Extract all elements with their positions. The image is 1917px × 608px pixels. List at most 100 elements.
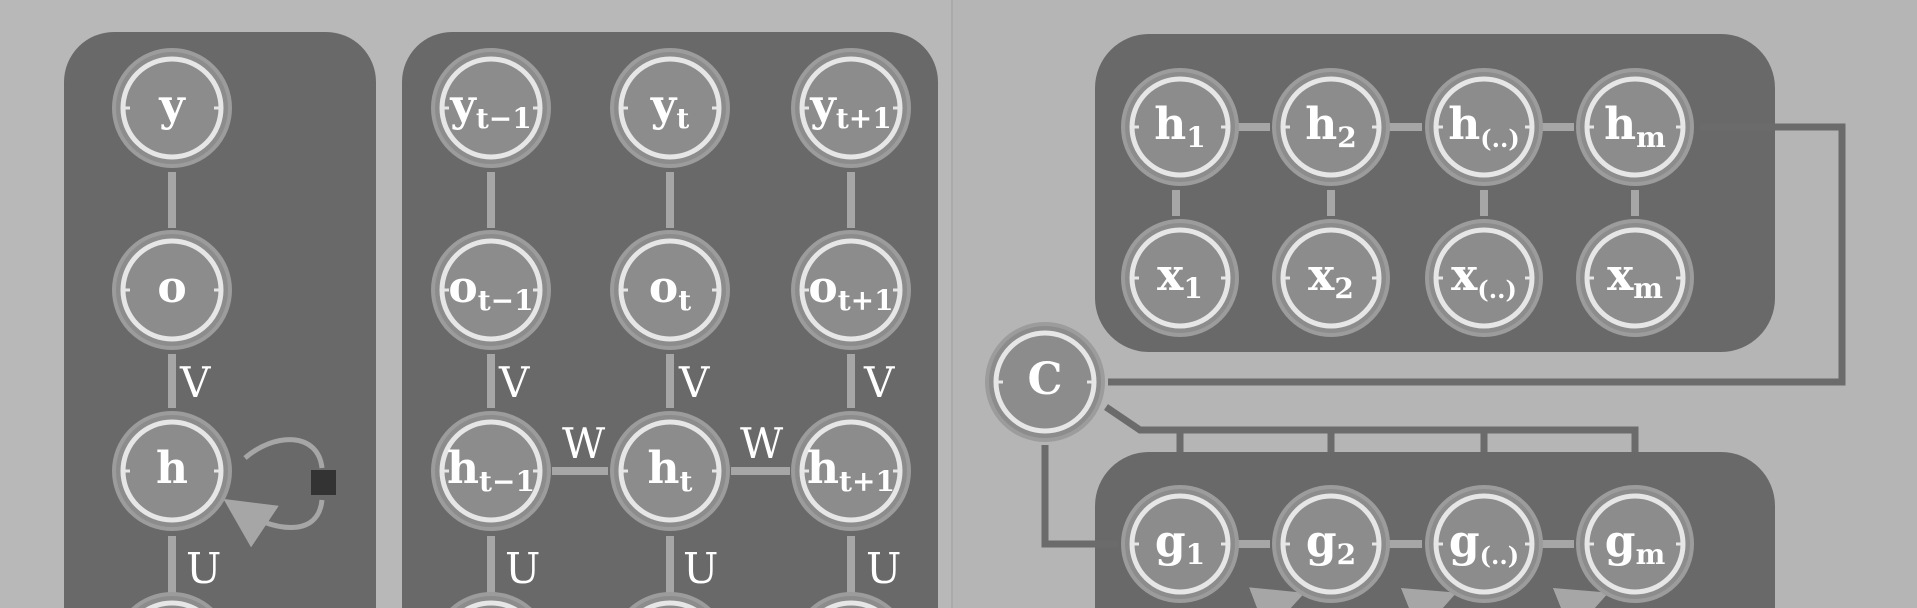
decoder-g-1-circle: [1272, 485, 1390, 603]
context-node-c-label: C: [1027, 354, 1062, 405]
unfolded-node-y-1-subscript: t: [676, 102, 689, 135]
label-u-folded: U: [186, 544, 221, 593]
unfolded-node-o-2-circle: [791, 230, 911, 350]
label-w-2: W: [740, 419, 784, 468]
context-node-c-symbol: C: [1027, 354, 1062, 405]
encoder-h-3-circle: [1576, 68, 1694, 186]
unfolded-node-o-1: ot: [610, 230, 730, 350]
unfolded-node-x-0: [450, 592, 532, 608]
unfolded-node-o-0-symbol: o: [448, 262, 477, 313]
unfolded-node-y-1-label: yt: [650, 80, 690, 135]
label-v-folded: V: [179, 358, 211, 407]
context-to-g1-line: [1041, 445, 1118, 548]
label-v-3: V: [863, 358, 895, 407]
encoder-h-2-label: h(..): [1448, 99, 1519, 153]
recurrent-loop-bottom: [223, 498, 325, 548]
unfolded-node-o-2-label: ot+1: [808, 262, 893, 317]
unfolded-node-h-1-subscript: t: [680, 465, 693, 498]
folded-node-h: h: [112, 411, 232, 531]
unfolded-node-h-1-symbol: h: [648, 443, 680, 494]
encoder-h-1-circle: [1272, 68, 1390, 186]
encoder-x-1-symbol: x: [1308, 250, 1335, 301]
context-to-decoder-bus: [1104, 404, 1639, 452]
unfolded-node-y-1-circle: [610, 48, 730, 168]
unfolded-node-o-0-label: ot−1: [448, 262, 533, 317]
encoder-h-2-circle: [1425, 68, 1543, 186]
unfolded-node-y-1: yt: [610, 48, 730, 168]
unfolded-node-y-2-symbol: y: [809, 80, 837, 131]
unfolded-node-o-1-circle: [610, 230, 730, 350]
unfolded-node-o-1-label: ot: [649, 262, 691, 317]
folded-node-y-label: y: [158, 80, 186, 131]
unfolded-node-x-1-ring: [643, 600, 697, 608]
unfolded-connectors: [487, 172, 855, 600]
folded-node-o-circle: [112, 230, 232, 350]
decoder-g-0: g1: [1121, 485, 1239, 603]
encoder-h-0-symbol: h: [1154, 99, 1186, 150]
decoder-g-2-symbol: g: [1449, 516, 1480, 567]
label-w-1: W: [562, 419, 606, 468]
unfolded-node-h-2-circle: [791, 411, 911, 531]
encoder-x-1-label: x2: [1308, 250, 1354, 305]
encoder-h-0: h1: [1121, 68, 1239, 186]
encoder-h-1: h2: [1272, 68, 1390, 186]
decoder-g-3: gm: [1576, 485, 1694, 603]
encoder-h-2-subscript: (..): [1480, 124, 1519, 153]
unfolded-node-o-1-symbol: o: [649, 262, 678, 313]
unfolded-node-h-2: ht+1: [791, 411, 911, 531]
encoder-x-3-label: xm: [1607, 250, 1663, 305]
decoder-g-3-circle: [1576, 485, 1694, 603]
encoder-x-2-circle: [1425, 219, 1543, 337]
decoder-g-3-label: gm: [1605, 516, 1665, 571]
encoder-x-3-symbol: x: [1607, 250, 1634, 301]
unfolded-node-h-1-circle: [610, 411, 730, 531]
decoder-g-0-circle: [1121, 485, 1239, 603]
delay-square: [311, 470, 336, 495]
encoder-x-1: x2: [1272, 219, 1390, 337]
encoder-x-2: x(..): [1425, 219, 1543, 337]
encoder-x-0-label: x1: [1157, 250, 1203, 305]
unfolded-node-o-2-subscript: t+1: [838, 284, 894, 317]
decoder-g-3-symbol: g: [1605, 516, 1636, 567]
unfolded-node-x-1: [629, 592, 711, 608]
decoder-g-1-label: g2: [1306, 516, 1356, 571]
folded-node-o-label: o: [157, 262, 186, 313]
unfolded-node-o-0: ot−1: [431, 230, 551, 350]
unfolded-node-y-0-subscript: t−1: [476, 102, 532, 135]
unfolded-node-h-0-subscript: t−1: [479, 465, 535, 498]
context-node-c: C: [985, 322, 1105, 442]
unfolded-node-h-0-circle: [431, 411, 551, 531]
unfolded-node-h-0-symbol: h: [447, 443, 479, 494]
unfolded-node-o-0-subscript: t−1: [478, 284, 534, 317]
encoder-x-3-subscript: m: [1633, 272, 1663, 305]
label-v-1: V: [498, 358, 530, 407]
unfolded-node-h-2-label: ht+1: [807, 443, 895, 498]
encoder-h-1-symbol: h: [1305, 99, 1337, 150]
encoder-x-1-subscript: 2: [1334, 272, 1353, 305]
encoder-x-3: xm: [1576, 219, 1694, 337]
encoder-h-2: h(..): [1425, 68, 1543, 186]
unfolded-node-h-1: ht: [610, 411, 730, 531]
encoder-x-3-circle: [1576, 219, 1694, 337]
encoder-x-2-label: x(..): [1451, 250, 1517, 304]
encoder-x-1-circle: [1272, 219, 1390, 337]
unfolded-node-y-0-circle: [431, 48, 551, 168]
encoder-h-1-label: h2: [1305, 99, 1356, 154]
unfolded-node-y-2-label: yt+1: [809, 80, 891, 135]
decoder-g-3-subscript: m: [1636, 538, 1666, 571]
decoder-g-1: g2: [1272, 485, 1390, 603]
encoder-connectors: [1172, 123, 1639, 216]
encoder-h-3-subscript: m: [1636, 121, 1666, 154]
folded-node-y: y: [112, 48, 232, 168]
unfolded-node-o-2: ot+1: [791, 230, 911, 350]
unfolded-node-x-0-ring: [464, 600, 518, 608]
encoder-h-2-symbol: h: [1448, 99, 1480, 150]
encoder-h-3-label: hm: [1604, 99, 1666, 154]
encoder-h-3: hm: [1576, 68, 1694, 186]
encoder-h-1-subscript: 2: [1337, 121, 1356, 154]
encoder-x-2-symbol: x: [1451, 250, 1478, 301]
encoder-h-0-label: h1: [1154, 99, 1205, 154]
encoder-x-2-subscript: (..): [1477, 275, 1516, 304]
unfolded-node-y-0-label: yt−1: [449, 80, 531, 135]
